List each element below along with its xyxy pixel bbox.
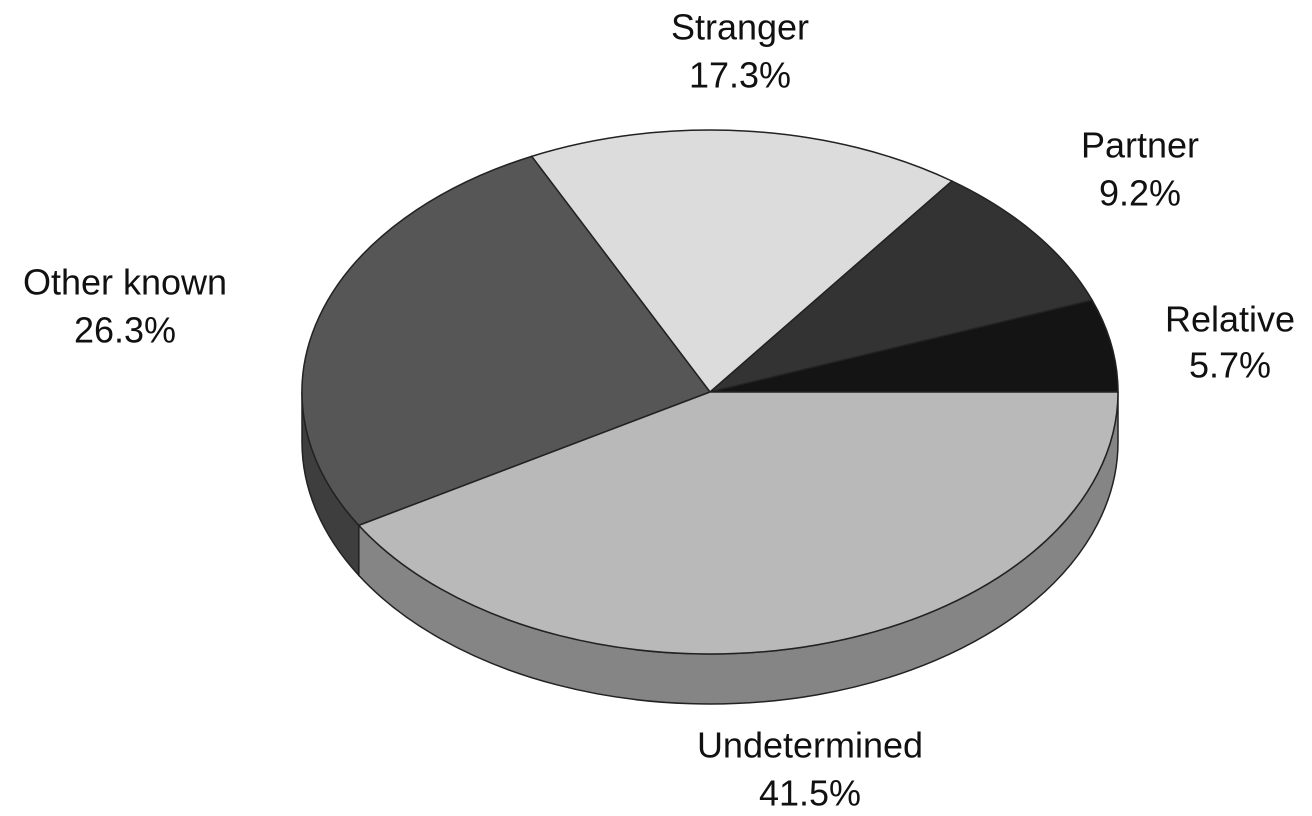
slice bbox=[301, 155, 712, 527]
slice bbox=[357, 391, 1119, 655]
value-label: 9.2% bbox=[1099, 173, 1181, 214]
value-label: 41.5% bbox=[759, 773, 861, 814]
slice bbox=[709, 180, 1094, 393]
slice bbox=[709, 299, 1119, 393]
category-label: Stranger bbox=[671, 7, 809, 48]
value-label: 17.3% bbox=[689, 55, 791, 96]
value-label: 5.7% bbox=[1189, 345, 1271, 386]
category-label: Other known bbox=[23, 262, 227, 303]
value-label: 26.3% bbox=[74, 310, 176, 351]
slice bbox=[530, 129, 954, 394]
category-label: Relative bbox=[1165, 299, 1295, 340]
category-label: Partner bbox=[1081, 125, 1199, 166]
category-label: Undetermined bbox=[697, 725, 923, 766]
